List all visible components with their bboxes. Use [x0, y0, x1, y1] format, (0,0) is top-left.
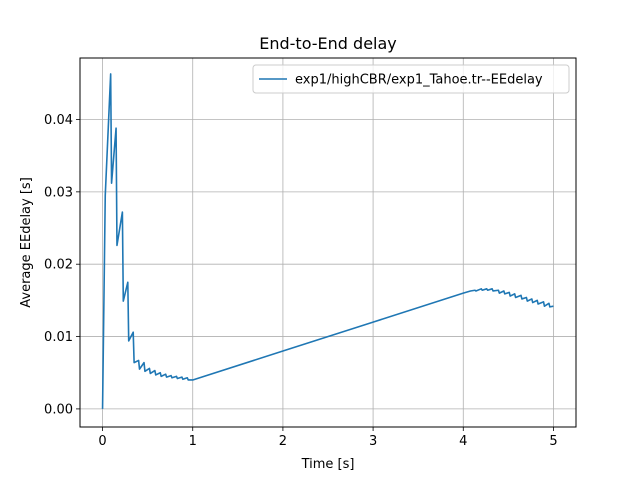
legend-entry: exp1/highCBR/exp1_Tahoe.tr--EEdelay [295, 73, 543, 88]
x-tick-label: 1 [189, 434, 197, 449]
series-layer [101, 73, 554, 409]
x-tick-label: 5 [549, 434, 557, 449]
series-line-0 [101, 73, 554, 409]
plot-frame [79, 57, 577, 428]
legend-box [252, 64, 570, 94]
x-tick-label: 3 [369, 434, 377, 449]
y-tick-label: 0.00 [44, 402, 73, 417]
x-axis-label: Time [s] [301, 457, 355, 472]
y-axis: 0.00 0.01 0.02 0.03 0.04 [44, 113, 80, 417]
x-tick-label: 0 [98, 434, 106, 449]
y-tick-label: 0.02 [44, 258, 73, 273]
y-tick-label: 0.04 [44, 113, 73, 128]
y-tick-label: 0.01 [44, 330, 73, 345]
grid-lines [80, 58, 576, 427]
x-tick-label: 4 [459, 434, 467, 449]
legend: exp1/highCBR/exp1_Tahoe.tr--EEdelay [252, 64, 570, 94]
y-axis-label: Average EEdelay [s] [19, 177, 34, 308]
chart-title: End-to-End delay [259, 34, 397, 53]
x-tick-label: 2 [279, 434, 287, 449]
x-axis: 0 1 2 3 4 5 [98, 427, 558, 449]
y-tick-label: 0.03 [44, 185, 73, 200]
